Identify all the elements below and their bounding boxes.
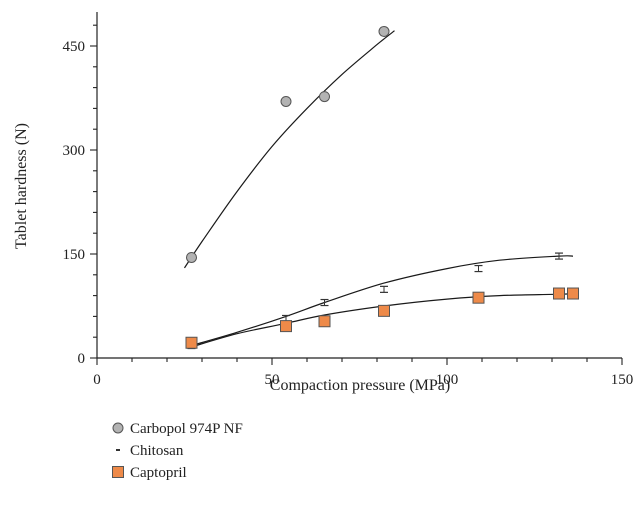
data-point-captopril — [185, 336, 198, 349]
legend: Carbopol 974P NF Chitosan Captopril — [112, 421, 243, 481]
legend-item-carbopol-974p-nf: Carbopol 974P NF — [112, 421, 243, 437]
data-point-captopril — [567, 287, 579, 300]
legend-item-chitosan: Chitosan — [116, 443, 184, 459]
x-tick-label: 50 — [265, 372, 280, 388]
y-axis-title: Tablet hardness (N) — [13, 123, 30, 249]
data-point-chitosan — [555, 252, 563, 260]
fit-curve-captopril — [191, 292, 574, 348]
data-point-carbopol-974p-nf — [319, 91, 330, 103]
data-point-chitosan — [474, 264, 483, 273]
y-ticks: 0 150 300 450 — [63, 24, 97, 367]
data-point-captopril — [280, 320, 292, 333]
legend-label: Chitosan — [130, 443, 184, 459]
legend-swatch — [112, 466, 124, 478]
x-tick-label: 100 — [436, 372, 459, 388]
fit-curve-carbopol-974p-nf — [183, 30, 395, 269]
y-tick-label: 0 — [78, 351, 86, 367]
y-tick-label: 450 — [63, 39, 86, 55]
x-axis-title: Compaction pressure (MPa) — [270, 377, 450, 394]
legend-swatch — [112, 422, 124, 434]
legend-item-captopril: Captopril — [112, 465, 187, 481]
legend-label: Carbopol 974P NF — [130, 421, 243, 437]
fit-curves — [183, 30, 574, 348]
y-tick-label: 150 — [63, 247, 86, 263]
legend-label: Captopril — [130, 465, 187, 481]
data-point-captopril — [318, 315, 331, 328]
data-point-captopril — [472, 291, 485, 304]
y-tick-label: 300 — [63, 143, 86, 159]
data-point-captopril — [378, 304, 390, 317]
fit-curve-chitosan — [191, 255, 574, 347]
axes: 0 50 100 150 0 150 300 450 — [63, 12, 633, 388]
data-point-carbopol-974p-nf — [378, 25, 390, 37]
data-point-chitosan — [320, 298, 329, 307]
data-point-chitosan — [380, 285, 388, 293]
data-points — [185, 25, 579, 350]
x-tick-label: 0 — [93, 372, 101, 388]
data-point-carbopol-974p-nf — [280, 95, 292, 107]
data-point-carbopol-974p-nf — [186, 251, 197, 263]
x-tick-label: 150 — [611, 372, 634, 388]
x-ticks: 0 50 100 150 — [93, 358, 633, 388]
data-point-captopril — [553, 287, 565, 300]
